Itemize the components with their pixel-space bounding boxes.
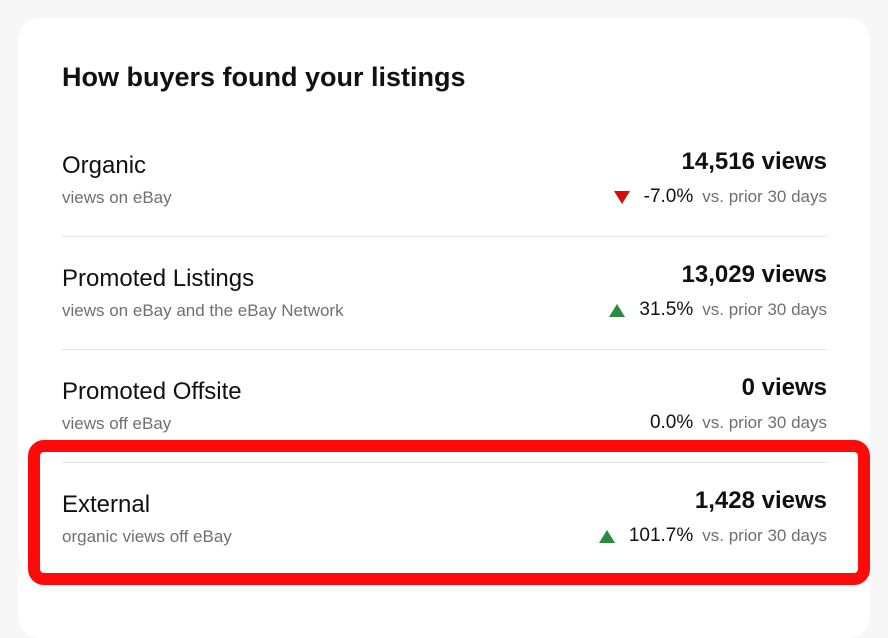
- row-change: 0.0%: [649, 412, 694, 433]
- divider: [62, 349, 827, 350]
- row-trend: 31.5% vs. prior 30 days: [609, 299, 827, 321]
- row-change: -7.0%: [643, 186, 694, 207]
- traffic-row: Promoted Offsite views off eBay 0 views …: [62, 374, 827, 464]
- row-trend: 101.7% vs. prior 30 days: [598, 525, 827, 547]
- row-change: 31.5%: [639, 299, 694, 320]
- row-name: Promoted Listings: [62, 265, 255, 292]
- traffic-row: Promoted Listings views on eBay and the …: [62, 261, 827, 351]
- divider: [62, 462, 827, 463]
- trend-up-icon: [598, 529, 615, 543]
- row-views: 0 views: [741, 374, 827, 401]
- divider: [62, 236, 827, 237]
- row-description: views on eBay: [62, 188, 172, 207]
- row-trend: -7.0% vs. prior 30 days: [613, 186, 827, 208]
- trend-down-icon: [613, 190, 630, 204]
- trend-up-icon: [609, 303, 626, 317]
- traffic-row: Organic views on eBay 14,516 views -7.0%…: [62, 148, 827, 238]
- row-name: Promoted Offsite: [62, 378, 242, 405]
- row-description: organic views off eBay: [62, 527, 232, 546]
- row-views: 14,516 views: [681, 148, 827, 175]
- row-name: External: [62, 491, 151, 518]
- card: [18, 18, 870, 638]
- row-description: views off eBay: [62, 414, 172, 433]
- row-comparison: vs. prior 30 days: [702, 300, 827, 319]
- row-views: 13,029 views: [681, 261, 827, 288]
- card-title: How buyers found your listings: [62, 62, 466, 92]
- row-comparison: vs. prior 30 days: [702, 526, 827, 545]
- row-comparison: vs. prior 30 days: [702, 413, 827, 432]
- row-trend: 0.0% vs. prior 30 days: [650, 412, 827, 434]
- row-views: 1,428 views: [694, 487, 827, 514]
- row-comparison: vs. prior 30 days: [702, 187, 827, 206]
- row-description: views on eBay and the eBay Network: [62, 301, 344, 320]
- row-change: 101.7%: [628, 525, 694, 546]
- page: How buyers found your listings Organic v…: [28, 62, 870, 585]
- traffic-row: External organic views off eBay 1,428 vi…: [62, 487, 827, 577]
- highlight-box: [28, 440, 870, 585]
- row-name: Organic: [62, 152, 147, 179]
